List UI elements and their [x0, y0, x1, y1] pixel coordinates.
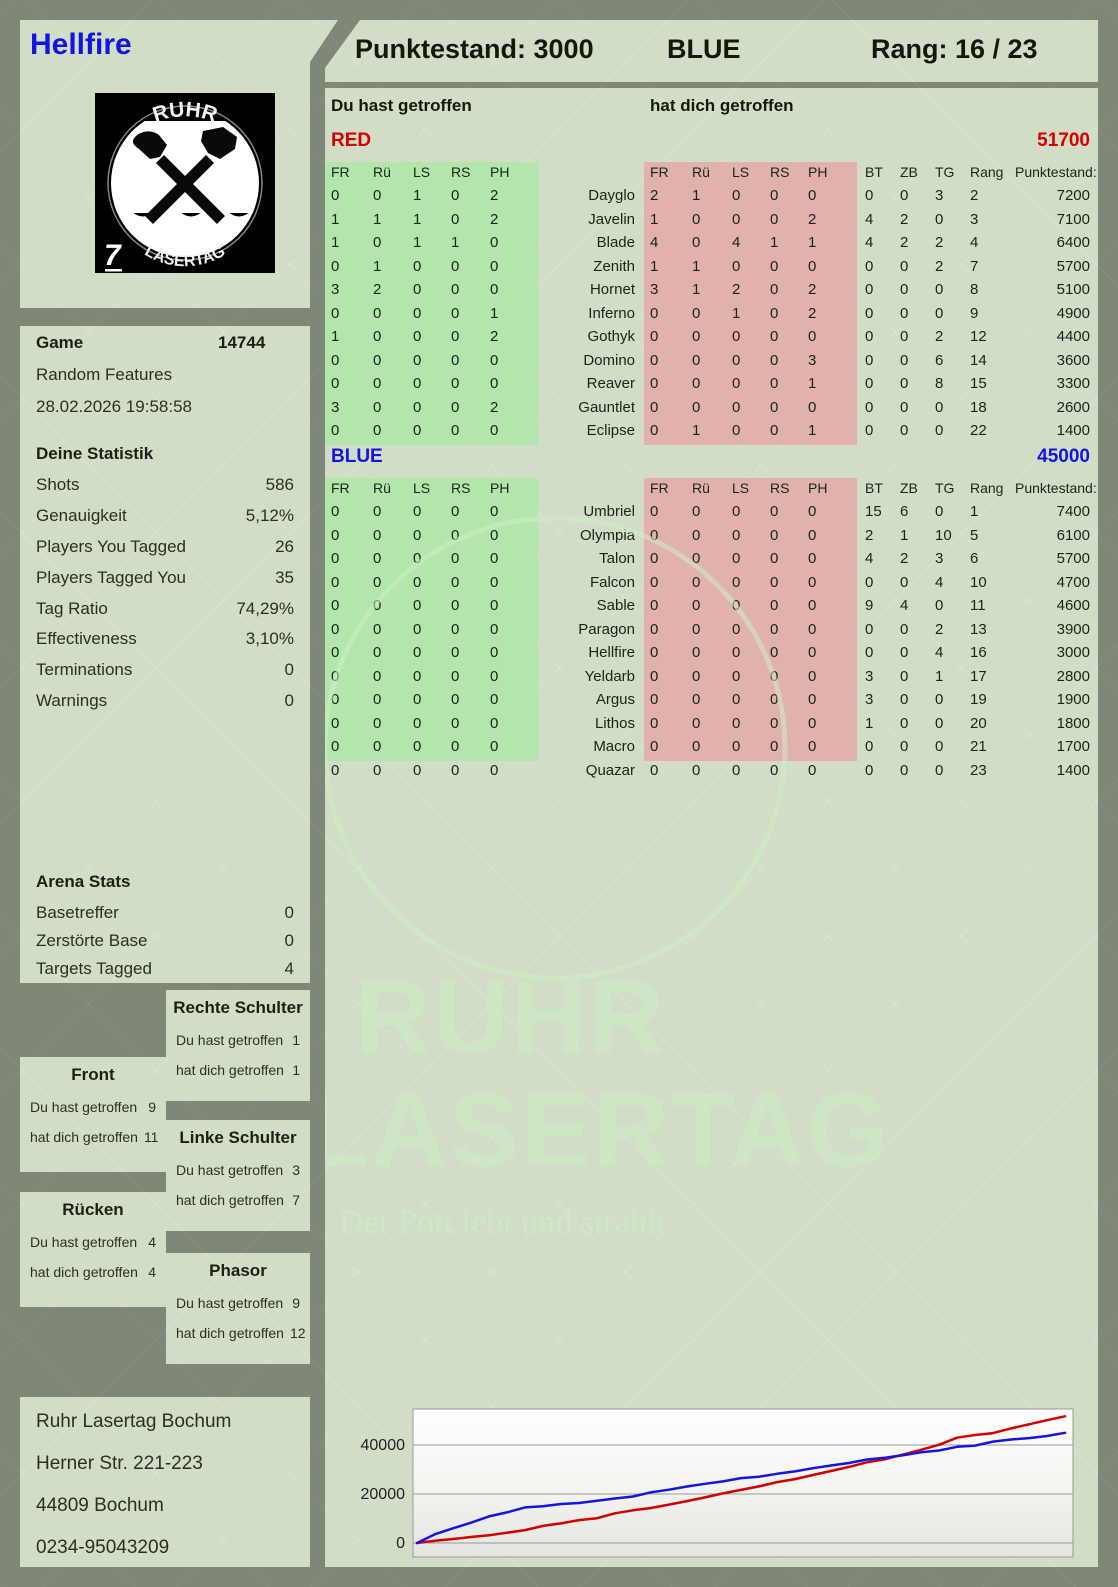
svg-text:Der Pott lebt und strahlt: Der Pott lebt und strahlt	[339, 1204, 666, 1241]
svg-text:0: 0	[396, 1535, 405, 1552]
svg-text:20000: 20000	[361, 1486, 406, 1503]
svg-text:LASERTAG: LASERTAG	[325, 1072, 891, 1189]
svg-text:40000: 40000	[361, 1437, 406, 1454]
svg-text:RUHR: RUHR	[355, 959, 666, 1076]
svg-text:7: 7	[104, 239, 122, 272]
